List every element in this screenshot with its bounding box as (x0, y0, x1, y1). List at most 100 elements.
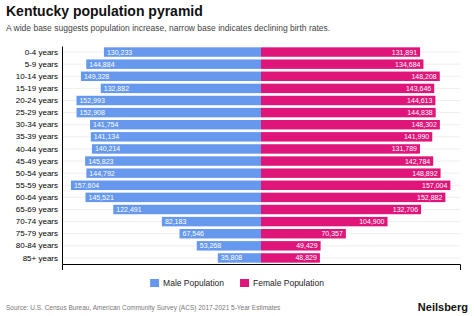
bar (104, 47, 261, 56)
plot: 130,233 144,884 149,328 132,882152,993 152,9… (16, 47, 461, 271)
bar (101, 84, 261, 93)
subtitle: A wide base suggests population increase… (6, 23, 330, 33)
bar (261, 84, 434, 93)
bar (261, 156, 433, 165)
bar (261, 72, 440, 81)
bar (77, 108, 261, 117)
data-label: 131,891 (392, 49, 417, 56)
y-tick-label: 55-59 years (16, 181, 58, 190)
source-note: Source: U.S. Census Bureau, American Com… (6, 304, 281, 312)
chart: Kentucky population pyramid A wide base s… (0, 0, 474, 316)
data-label: 104,900 (359, 218, 384, 225)
bar (85, 156, 261, 165)
y-tick: 70-74 years (16, 217, 62, 226)
bar (92, 144, 261, 153)
y-tick-label: 45-49 years (16, 157, 58, 166)
bar (261, 241, 321, 250)
y-tick-label: 10-14 years (16, 72, 58, 81)
data-label: 122,491 (116, 206, 141, 213)
data-label: 48,829 (295, 254, 317, 261)
data-label: 148,892 (412, 170, 437, 177)
data-label: 141,754 (93, 121, 118, 128)
y-tick-label: 70-74 years (16, 217, 58, 226)
data-label: 132,882 (104, 85, 129, 92)
data-label: 145,823 (88, 158, 113, 165)
data-label: 145,521 (88, 194, 113, 201)
y-tick-label: 40-44 years (16, 145, 58, 154)
data-label: 134,684 (395, 61, 420, 68)
data-label: 141,134 (94, 133, 119, 140)
data-label: 35,808 (221, 254, 243, 261)
y-tick-label: 15-19 years (16, 84, 58, 93)
title: Kentucky population pyramid (6, 3, 203, 19)
data-label: 157,604 (74, 182, 99, 189)
bar (261, 108, 436, 117)
bar (261, 47, 420, 56)
data-label: 70,357 (321, 230, 343, 237)
data-label: 144,613 (407, 97, 432, 104)
bar (162, 217, 261, 226)
y-tick-label: 20-24 years (16, 96, 58, 105)
bar (261, 59, 423, 68)
y-tick-label: 75-79 years (16, 229, 58, 238)
y-tick-label: 0-4 years (25, 48, 58, 57)
bar (261, 120, 440, 129)
y-tick: 85+ years (23, 254, 62, 263)
y-tick-label: 60-64 years (16, 193, 58, 202)
bar (71, 181, 261, 190)
bar (86, 168, 261, 177)
y-axis: 0-4 years 5-9 years 10-14 years 15-19 years… (16, 47, 63, 265)
data-label: 143,646 (406, 85, 431, 92)
bar (85, 193, 261, 202)
data-label: 144,884 (89, 61, 114, 68)
bar (180, 229, 261, 238)
series (261, 47, 450, 262)
legend-label: Male Population (163, 278, 224, 288)
legend-item: Male Population (150, 278, 224, 288)
y-tick: 10-14 years (16, 72, 62, 81)
data-label: 53,268 (200, 242, 222, 249)
y-tick: 5-9 years (25, 60, 62, 69)
y-tick: 55-59 years (16, 181, 62, 190)
legend: Male PopulationFemale Population (150, 278, 324, 288)
y-tick: 60-64 years (16, 193, 62, 202)
y-tick-label: 30-34 years (16, 120, 58, 129)
bar (261, 253, 320, 262)
data-label: 144,792 (89, 170, 114, 177)
bar (261, 96, 435, 105)
bar (76, 96, 261, 105)
y-tick: 65-69 years (16, 205, 62, 214)
y-tick: 30-34 years (16, 120, 62, 129)
data-label: 152,908 (80, 109, 105, 116)
x-axis (63, 265, 461, 271)
y-tick-label: 25-29 years (16, 108, 58, 117)
x-axis-line (63, 265, 461, 271)
bar (86, 59, 261, 68)
data-label: 67,546 (183, 230, 205, 237)
bar (261, 229, 346, 238)
data-label: 152,993 (79, 97, 104, 104)
data-label: 130,233 (107, 49, 132, 56)
legend-swatch (240, 279, 249, 287)
y-tick: 0-4 years (25, 48, 62, 57)
bar (91, 132, 261, 141)
data-label: 132,706 (393, 206, 418, 213)
data-label: 157,004 (422, 182, 447, 189)
y-tick: 15-19 years (16, 84, 62, 93)
legend-swatch (150, 279, 159, 287)
y-tick-label: 85+ years (23, 254, 58, 263)
y-tick-label: 80-84 years (16, 241, 58, 250)
y-tick: 50-54 years (16, 169, 62, 178)
y-tick-label: 65-69 years (16, 205, 58, 214)
data-label: 142,784 (405, 158, 430, 165)
y-tick: 75-79 years (16, 229, 62, 238)
bar (261, 168, 441, 177)
series (71, 47, 261, 262)
data-label: 149,328 (84, 73, 109, 80)
data-label: 148,208 (411, 73, 436, 80)
data-label: 140,214 (95, 145, 120, 152)
data-label: 82,183 (165, 218, 187, 225)
y-tick-label: 50-54 years (16, 169, 58, 178)
bar (81, 72, 261, 81)
data-label: 141,990 (404, 133, 429, 140)
